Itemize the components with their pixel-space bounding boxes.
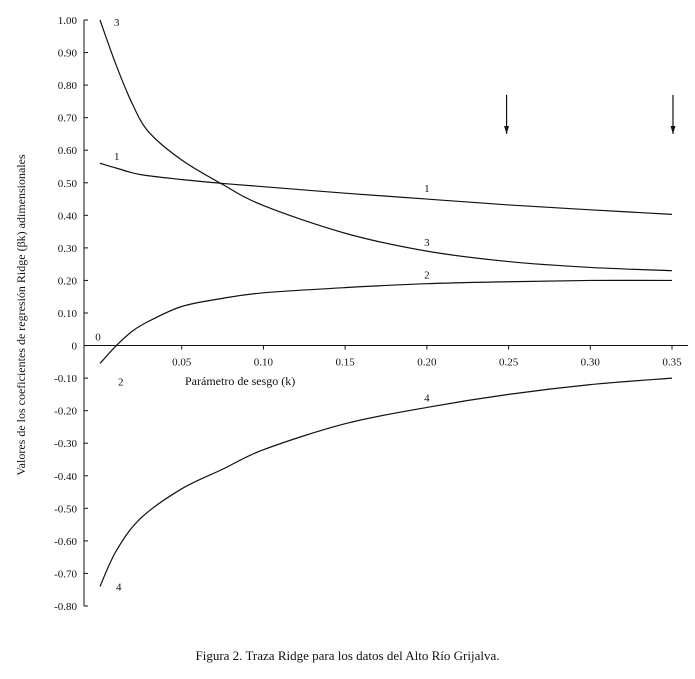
x-tick-label: 0.15 xyxy=(336,357,356,369)
series-mid-label-3: 3 xyxy=(424,237,430,249)
arrow-down-icon xyxy=(670,125,676,134)
x-tick-label: 0.20 xyxy=(417,357,437,369)
figure-caption: Figura 2. Traza Ridge para los datos del… xyxy=(195,648,500,663)
y-tick-label: 0.10 xyxy=(58,308,78,320)
y-tick-label: 0.20 xyxy=(58,275,78,287)
series-line-1 xyxy=(99,162,673,215)
series-start-label-3: 3 xyxy=(114,17,120,29)
y-tick-label: 0.40 xyxy=(58,210,78,222)
y-tick-label: -0.20 xyxy=(54,406,77,418)
y-tick-label: 0.50 xyxy=(58,178,78,190)
axes-layer: 1.00 0.90 0.80 0.70 0.60 0.50 0.40 0.30 0.20 0.10… xyxy=(54,15,688,613)
series-line-2 xyxy=(99,279,673,364)
y-tick-label: -0.30 xyxy=(54,438,77,450)
x-tick-label: 0.10 xyxy=(254,357,274,369)
origin-label: 0 xyxy=(95,332,101,344)
chart-svg: 1.00 0.90 0.80 0.70 0.60 0.50 0.40 0.30 0.20 0.10… xyxy=(14,15,688,613)
series-line-3 xyxy=(99,19,673,272)
series-start-label-2: 2 xyxy=(118,376,124,388)
arrow-down-icon xyxy=(504,125,510,134)
series-mid-label-4: 4 xyxy=(424,392,430,404)
y-tick-label: 1.00 xyxy=(58,15,78,27)
y-tick-label: -0.40 xyxy=(54,471,77,483)
series-start-label-4: 4 xyxy=(116,581,122,593)
y-tick-label: 0.60 xyxy=(58,145,78,157)
x-tick-label: 0.05 xyxy=(172,357,192,369)
series-mid-label-2: 2 xyxy=(424,270,430,282)
y-axis-title: Valores de los coeficientes de regresión… xyxy=(14,154,28,476)
y-tick-label: 0 xyxy=(72,341,78,353)
series-line-4 xyxy=(99,377,673,587)
x-axis-title: Parámetro de sesgo (k) xyxy=(185,374,295,388)
y-tick-label: 0.90 xyxy=(58,48,78,60)
series-mid-label-1: 1 xyxy=(424,183,430,195)
y-tick-label: 0.80 xyxy=(58,80,78,92)
y-tick-label: -0.50 xyxy=(54,503,77,515)
labels-layer: 1 1 2 2 3 3 4 4 xyxy=(114,17,676,593)
y-tick-label: -0.70 xyxy=(54,568,77,580)
x-tick-label: 0.25 xyxy=(499,357,519,369)
y-tick-label: -0.80 xyxy=(54,601,77,613)
y-tick-label: 0.30 xyxy=(58,243,78,255)
y-tick-label: -0.60 xyxy=(54,536,77,548)
x-tick-label: 0.35 xyxy=(662,357,682,369)
y-tick-label: -0.10 xyxy=(54,373,77,385)
x-tick-label: 0.30 xyxy=(581,357,601,369)
series-start-label-1: 1 xyxy=(114,151,120,163)
y-tick-label: 0.70 xyxy=(58,113,78,125)
series-layer xyxy=(99,19,673,587)
